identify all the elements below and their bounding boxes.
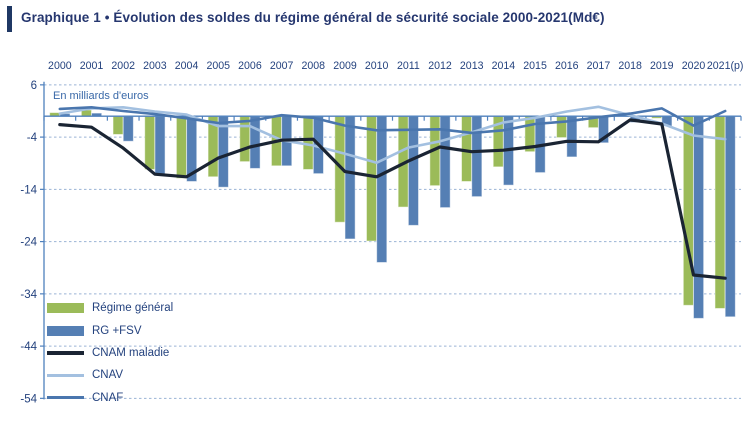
x-axis-label: 2008 bbox=[302, 60, 326, 72]
bar-regime-general bbox=[175, 115, 188, 179]
x-axis-label: 2013 bbox=[460, 60, 484, 72]
x-axis-label: 2004 bbox=[175, 60, 199, 72]
unit-annotation: En milliards d'euros bbox=[53, 90, 149, 102]
line-cnaf bbox=[58, 106, 727, 135]
bar-regime-general bbox=[144, 115, 156, 170]
bar-rg-fsv bbox=[344, 115, 356, 240]
line-cnav bbox=[58, 105, 727, 164]
x-axis-label: 2019 bbox=[650, 60, 674, 72]
legend-item-rg-fsv: RG +FSV bbox=[47, 319, 173, 341]
bar-rg-fsv bbox=[122, 115, 134, 142]
legend-swatch-cnam bbox=[47, 351, 84, 355]
x-axis-label: 2006 bbox=[238, 60, 262, 72]
bar-regime-general bbox=[556, 115, 568, 139]
chart-legend: Régime général RG +FSV CNAM maladie CNAV… bbox=[47, 297, 173, 409]
x-axis-label: 2017 bbox=[587, 60, 611, 72]
legend-label: CNAV bbox=[92, 369, 124, 382]
x-axis-label: 2020 bbox=[682, 60, 706, 72]
chart-header: Graphique 1 • Évolution des soldes du ré… bbox=[0, 0, 746, 40]
legend-swatch-cnaf bbox=[47, 396, 84, 400]
legend-item-cnav: CNAV bbox=[47, 364, 173, 386]
bar-rg-fsv bbox=[154, 115, 166, 175]
x-axis-label: 2012 bbox=[428, 60, 452, 72]
y-axis-label: -14 bbox=[20, 184, 37, 196]
legend-label: Régime général bbox=[92, 302, 174, 315]
line-cnam bbox=[58, 118, 727, 280]
y-axis-label: -34 bbox=[20, 289, 37, 301]
legend-label: CNAM maladie bbox=[92, 346, 170, 359]
x-axis-label: 2002 bbox=[111, 60, 135, 72]
legend-swatch-rg-fsv bbox=[47, 325, 84, 336]
legend-item-cnam: CNAM maladie bbox=[47, 342, 173, 364]
y-axis-label: -4 bbox=[27, 132, 38, 144]
y-axis-label: -24 bbox=[20, 237, 37, 249]
legend-swatch-cnav bbox=[47, 374, 84, 377]
x-axis-label: 2010 bbox=[365, 60, 389, 72]
x-axis-label: 2018 bbox=[618, 60, 642, 72]
x-axis-label: 2016 bbox=[555, 60, 579, 72]
bar-rg-fsv bbox=[376, 115, 388, 263]
y-axis-label: -54 bbox=[20, 393, 37, 405]
legend-label: CNAF bbox=[92, 391, 124, 404]
x-axis-label: 2021(p) bbox=[707, 60, 744, 72]
bar-regime-general bbox=[682, 115, 694, 306]
bar-rg-fsv bbox=[249, 115, 261, 169]
legend-label: RG +FSV bbox=[92, 324, 142, 337]
bar-regime-general bbox=[365, 115, 378, 242]
x-axis-label: 2011 bbox=[397, 60, 420, 72]
x-axis-label: 2015 bbox=[523, 60, 547, 72]
x-axis-label: 2001 bbox=[80, 60, 104, 72]
x-axis-label: 2003 bbox=[143, 60, 167, 72]
page-title: Graphique 1 • Évolution des soldes du ré… bbox=[21, 10, 605, 25]
x-axis-label: 2000 bbox=[48, 60, 72, 72]
bar-rg-fsv bbox=[407, 115, 420, 226]
bar-rg-fsv bbox=[471, 115, 483, 198]
bar-regime-general bbox=[239, 115, 251, 163]
legend-item-cnaf: CNAF bbox=[47, 387, 173, 409]
bar-rg-fsv bbox=[724, 115, 736, 318]
y-axis-label: -44 bbox=[20, 341, 37, 353]
legend-item-regime-general: Régime général bbox=[47, 297, 173, 319]
x-axis-label: 2007 bbox=[270, 60, 294, 72]
bar-rg-fsv bbox=[692, 115, 705, 319]
bar-regime-general bbox=[112, 115, 124, 135]
title-accent-bar bbox=[7, 6, 12, 32]
x-axis-label: 2014 bbox=[492, 60, 516, 72]
y-axis-label: 6 bbox=[31, 80, 37, 92]
x-axis-label: 2005 bbox=[206, 60, 230, 72]
legend-swatch-regime-general bbox=[47, 303, 84, 314]
x-axis-label: 2009 bbox=[333, 60, 357, 72]
